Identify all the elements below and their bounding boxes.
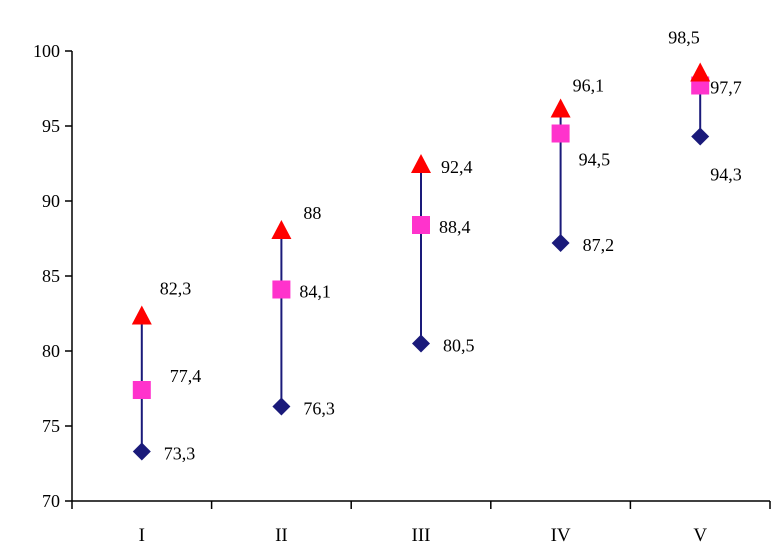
diamond-marker bbox=[551, 234, 570, 252]
data-label: 94,3 bbox=[710, 165, 742, 185]
square-marker bbox=[132, 381, 151, 399]
diamond-marker bbox=[132, 442, 151, 461]
x-tick-label: I bbox=[139, 525, 145, 546]
x-axis-ticks: I II III IV V bbox=[71, 501, 771, 546]
data-label: 84,1 bbox=[299, 282, 331, 302]
data-markers bbox=[131, 62, 711, 461]
triangle-marker bbox=[550, 98, 571, 118]
y-tick-label: 75 bbox=[42, 416, 60, 436]
square-marker bbox=[412, 216, 430, 234]
data-label: 76,3 bbox=[303, 399, 335, 419]
x-tick-label: IV bbox=[551, 525, 571, 546]
y-tick-label: 100 bbox=[33, 41, 60, 61]
triangle-marker bbox=[690, 62, 711, 82]
y-axis-ticks: 70 75 80 85 90 95 100 bbox=[33, 41, 72, 511]
range-lines bbox=[140, 73, 702, 452]
data-label: 97,7 bbox=[710, 78, 742, 98]
y-tick-label: 85 bbox=[42, 266, 60, 286]
data-labels: 73,3 76,3 80,5 87,2 94,3 77,4 84,1 88,4 94,5 97,7… bbox=[160, 28, 742, 464]
x-tick-label: III bbox=[412, 525, 431, 546]
data-label: 92,4 bbox=[441, 157, 473, 177]
data-label: 88 bbox=[303, 203, 321, 223]
y-tick-label: 80 bbox=[42, 341, 60, 361]
y-tick-label: 70 bbox=[42, 491, 60, 511]
data-label: 82,3 bbox=[160, 279, 192, 299]
y-tick-label: 95 bbox=[42, 116, 60, 136]
y-tick-label: 90 bbox=[42, 191, 60, 211]
data-label: 94,5 bbox=[579, 150, 611, 170]
square-marker bbox=[551, 124, 570, 143]
triangle-marker bbox=[131, 305, 152, 325]
data-label: 77,4 bbox=[170, 366, 202, 386]
x-tick-label: V bbox=[693, 525, 707, 546]
data-label: 73,3 bbox=[164, 444, 196, 464]
diamond-marker bbox=[691, 127, 710, 146]
triangle-marker bbox=[271, 220, 292, 239]
data-label: 88,4 bbox=[439, 217, 471, 237]
data-label: 98,5 bbox=[668, 28, 700, 48]
data-label: 96,1 bbox=[573, 76, 605, 96]
diamond-marker bbox=[412, 334, 430, 353]
diamond-marker bbox=[272, 397, 291, 416]
data-label: 80,5 bbox=[443, 336, 475, 356]
square-marker bbox=[272, 280, 291, 299]
triangle-marker bbox=[411, 154, 431, 173]
data-label: 87,2 bbox=[583, 235, 615, 255]
x-tick-label: II bbox=[275, 525, 288, 546]
